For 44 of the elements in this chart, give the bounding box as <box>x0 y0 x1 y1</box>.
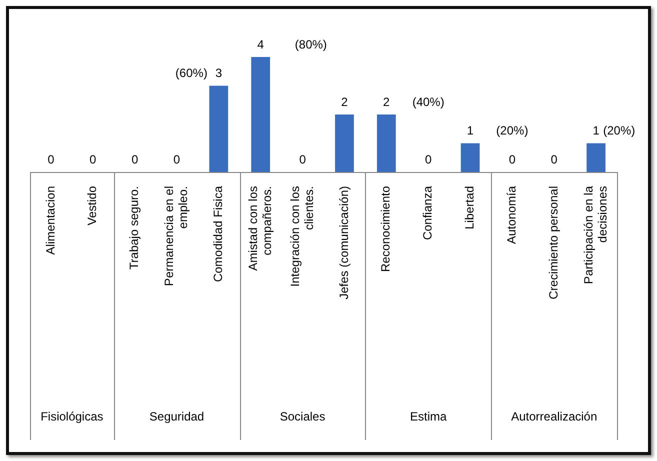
data-label: 2 <box>341 94 348 109</box>
annotation: (20%) <box>496 124 528 138</box>
x-tick-label: Trabajo seguro. <box>127 186 142 270</box>
x-tick-label: Reconocimiento <box>378 186 393 272</box>
bar <box>376 114 396 172</box>
text: Fisiológicas <box>40 409 104 424</box>
x-tick-label: Confianza <box>420 186 435 240</box>
bar <box>209 86 228 172</box>
x-tick-label: Jefes (comunicación) <box>336 186 351 300</box>
data-label: 0 <box>299 152 306 166</box>
x-tick-label: Permanencia en el empleo. <box>162 186 190 286</box>
data-label: 1 <box>592 124 600 138</box>
bar <box>251 57 270 172</box>
x-tick-label: Libertad <box>462 186 477 230</box>
x-tick-label: Comodidad Fisica <box>210 186 225 282</box>
annotation: (20%) <box>603 124 636 138</box>
text: Sociales <box>280 409 326 424</box>
bar <box>460 143 480 172</box>
data-label: 0 <box>131 152 138 166</box>
x-tick-label: Vestido <box>85 186 100 226</box>
text: Estima <box>410 409 447 424</box>
data-label: 3 <box>215 66 222 80</box>
data-label: 0 <box>508 152 516 166</box>
bar <box>586 143 606 172</box>
data-label: 0 <box>48 152 55 166</box>
annotation: (40%) <box>412 94 444 109</box>
data-label: 4 <box>257 37 264 52</box>
text: (80%) <box>294 37 327 52</box>
x-tick-label: Amistad con los compañeros. <box>246 186 274 271</box>
data-label: 1 <box>466 124 474 138</box>
data-label: 0 <box>424 152 432 166</box>
data-label: 0 <box>90 152 97 166</box>
data-label: 0 <box>550 152 558 166</box>
text: Autorrealización <box>511 409 598 424</box>
bar <box>335 114 354 172</box>
annotation: (60%) <box>175 66 208 80</box>
data-label: 2 <box>383 94 390 109</box>
data-label: 0 <box>173 152 180 166</box>
x-tick-label: Crecimiento personal <box>546 186 560 300</box>
text: Seguridad <box>149 409 204 424</box>
x-tick-label: Integración con los clientes. <box>288 186 316 287</box>
x-tick-label: Participación en la decisiones <box>581 186 610 284</box>
x-tick-label: Autonomía <box>504 186 518 244</box>
x-tick-label: Alimentacion <box>43 186 58 255</box>
